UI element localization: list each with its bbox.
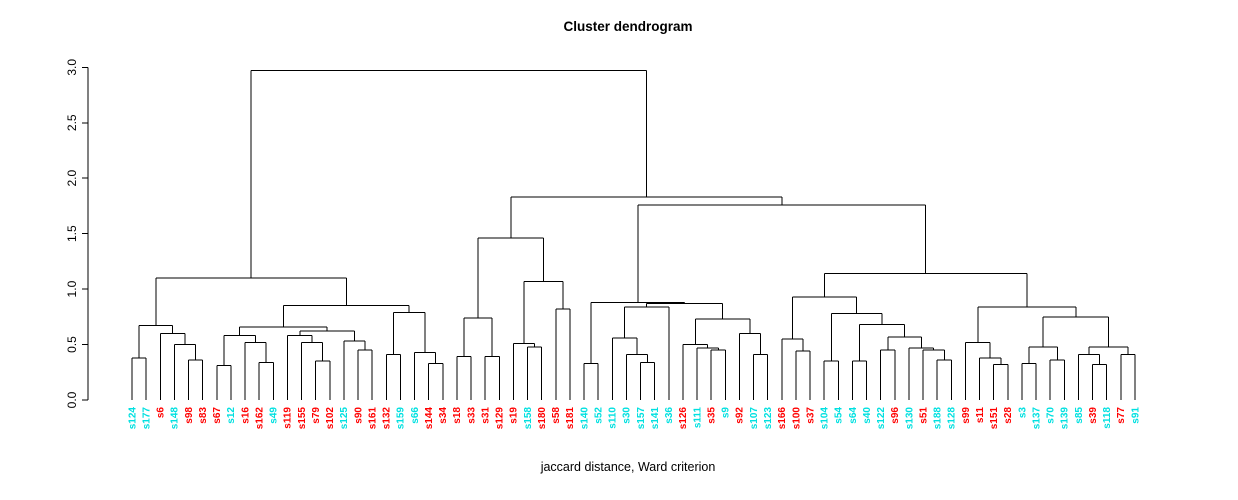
leaf-label: s37	[805, 407, 816, 424]
leaf-label: s107	[749, 407, 760, 430]
leaf-label: s128	[947, 407, 958, 430]
leaf-label: s159	[396, 407, 407, 430]
leaf-label: s67	[212, 407, 223, 424]
leaf-label: s162	[254, 407, 265, 430]
y-tick-label: 0.5	[65, 336, 79, 353]
leaf-label: s91	[1130, 407, 1141, 424]
leaf-label: s52	[593, 407, 604, 424]
leaf-label: s34	[438, 407, 449, 424]
leaf-label: s28	[1003, 407, 1014, 424]
leaf-label: s130	[904, 407, 915, 430]
leaf-label: s111	[692, 407, 703, 429]
y-tick-label: 2.0	[65, 170, 79, 187]
leaf-label: s139	[1060, 407, 1071, 430]
leaf-label: s177	[141, 407, 152, 430]
leaf-label: s119	[283, 407, 294, 429]
leaf-label: s16	[240, 407, 251, 424]
leaf-label: s18	[452, 407, 463, 424]
leaf-label: s31	[480, 407, 491, 424]
y-tick-label: 2.5	[65, 114, 79, 131]
leaf-label: s126	[678, 407, 689, 430]
leaf-label: s104	[820, 407, 831, 430]
leaf-label: s100	[791, 407, 802, 430]
leaf-label: s6	[156, 407, 167, 419]
leaf-label: s9	[721, 407, 732, 419]
leaf-label: s96	[890, 407, 901, 424]
leaf-label: s181	[565, 407, 576, 430]
leaf-label: s123	[763, 407, 774, 430]
leaf-label: s77	[1116, 407, 1127, 424]
leaf-label: s54	[834, 407, 845, 424]
x-axis-caption: jaccard distance, Ward criterion	[540, 460, 716, 474]
leaf-label: s92	[735, 407, 746, 424]
y-tick-label: 1.5	[65, 225, 79, 242]
leaf-label: s79	[311, 407, 322, 424]
leaf-label: s35	[706, 407, 717, 424]
leaf-label: s33	[466, 407, 477, 424]
leaf-label: s125	[339, 407, 350, 430]
leaf-label: s151	[989, 407, 1000, 430]
leaf-label: s132	[382, 407, 393, 430]
leaf-label: s30	[622, 407, 633, 424]
leaf-label: s102	[325, 407, 336, 430]
leaf-label: s66	[410, 407, 421, 424]
leaf-label: s19	[509, 407, 520, 424]
leaf-label: s137	[1031, 407, 1042, 430]
leaf-label: s110	[608, 407, 619, 429]
leaf-label: s99	[961, 407, 972, 424]
leaf-label: s140	[579, 407, 590, 430]
leaf-label: s39	[1088, 407, 1099, 424]
leaf-label: s90	[353, 407, 364, 424]
leaf-label: s141	[650, 407, 661, 430]
leaf-label: s118	[1102, 407, 1113, 429]
y-tick-label: 3.0	[65, 59, 79, 76]
leaf-label: s157	[636, 407, 647, 430]
leaf-label: s144	[424, 407, 435, 430]
dendrogram-links	[131, 70, 1136, 400]
chart-title: Cluster dendrogram	[563, 19, 692, 34]
leaf-label: s188	[933, 407, 944, 430]
leaf-label: s40	[862, 407, 873, 424]
leaf-label: s12	[226, 407, 237, 424]
leaf-label: s122	[876, 407, 887, 430]
leaf-label: s124	[127, 407, 138, 430]
leaf-label: s83	[198, 407, 209, 424]
leaf-label: s51	[918, 407, 929, 424]
leaf-label: s166	[777, 407, 788, 430]
leaf-label: s98	[184, 407, 195, 424]
leaf-label: s158	[523, 407, 534, 430]
leaf-label: s49	[269, 407, 280, 424]
y-tick-label: 0.0	[65, 391, 79, 408]
leaf-label: s3	[1017, 407, 1028, 419]
y-axis: 0.0 0.5 1.0 1.5 2.0 2.5 3.0	[65, 59, 89, 408]
leaf-label: s11	[975, 407, 986, 424]
leaf-label: s85	[1074, 407, 1085, 424]
y-tick-label: 1.0	[65, 280, 79, 297]
leaf-label: s180	[537, 407, 548, 430]
leaf-label: s64	[848, 407, 859, 424]
leaf-label: s58	[551, 407, 562, 424]
leaf-label: s161	[367, 407, 378, 430]
leaf-label: s155	[297, 407, 308, 430]
leaf-labels: s124 s177 s6 s148 s98 s83 s67 s12 s16 s162 s49 s119…	[127, 407, 1141, 430]
leaf-label: s36	[664, 407, 675, 424]
leaf-label: s148	[170, 407, 181, 430]
leaf-label: s129	[495, 407, 506, 430]
leaf-label: s70	[1046, 407, 1057, 424]
